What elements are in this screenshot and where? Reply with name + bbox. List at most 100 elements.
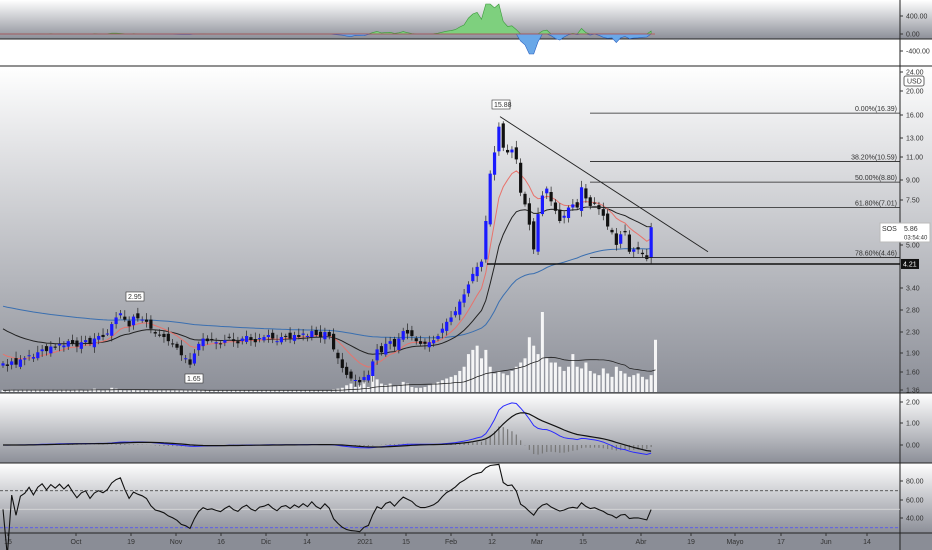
candle-body bbox=[632, 249, 636, 252]
volume-bar bbox=[92, 388, 96, 392]
volume-bar bbox=[406, 383, 410, 392]
candle-body bbox=[549, 192, 553, 202]
volume-bar bbox=[301, 390, 305, 392]
volume-bar bbox=[601, 368, 605, 392]
candle-body bbox=[197, 343, 201, 351]
candle-body bbox=[445, 321, 449, 331]
candle-body bbox=[275, 341, 279, 343]
candle-body bbox=[506, 149, 510, 153]
candle-body bbox=[405, 329, 410, 334]
volume-bar bbox=[540, 312, 544, 392]
volume-bar bbox=[432, 383, 436, 392]
volume-bar bbox=[175, 390, 179, 392]
volume-bar bbox=[497, 370, 501, 392]
candle-body bbox=[601, 209, 605, 216]
candle-body bbox=[510, 149, 514, 153]
ma-slow-line bbox=[2, 248, 652, 339]
volume-bar bbox=[414, 387, 418, 392]
volume-bar bbox=[388, 383, 392, 392]
candle-body bbox=[92, 338, 96, 348]
candle-body bbox=[149, 319, 153, 329]
x-tick-label: Jun bbox=[820, 539, 831, 546]
volume-bar bbox=[362, 381, 366, 392]
volume-bar bbox=[297, 390, 301, 392]
candle-body bbox=[545, 188, 549, 194]
volume-bar bbox=[36, 389, 40, 392]
volume-bar bbox=[66, 390, 70, 392]
rsi-panel-bg bbox=[0, 463, 932, 533]
x-tick-label: 16 bbox=[217, 539, 225, 546]
y-tick-label: 16.00 bbox=[906, 113, 924, 120]
volume-bar bbox=[75, 389, 79, 392]
candle-body bbox=[318, 331, 323, 338]
candle-body bbox=[458, 301, 462, 315]
candle-body bbox=[440, 328, 444, 333]
candle-body bbox=[623, 231, 627, 233]
candle-body bbox=[262, 337, 266, 341]
volume-bar bbox=[1, 390, 5, 392]
candle-body bbox=[392, 338, 397, 347]
candle-body bbox=[410, 330, 414, 337]
candle-body bbox=[571, 204, 575, 208]
candle-body bbox=[158, 334, 162, 336]
volume-bar bbox=[427, 385, 431, 392]
candle-body bbox=[49, 346, 53, 354]
volume-bar bbox=[271, 390, 275, 392]
volume-bar bbox=[58, 390, 62, 392]
candle-body bbox=[18, 359, 22, 367]
volume-bar bbox=[10, 389, 14, 392]
volume-bar bbox=[184, 390, 188, 392]
candle-body bbox=[231, 339, 236, 342]
volume-bar bbox=[158, 390, 162, 392]
volume-bar bbox=[49, 389, 53, 392]
volume-bar bbox=[40, 390, 44, 392]
volume-bar bbox=[610, 376, 614, 392]
volume-bar bbox=[532, 345, 536, 392]
candle-body bbox=[288, 332, 292, 339]
y-tick-label: 9.00 bbox=[906, 178, 920, 185]
rsi-y-tick-label: 80.00 bbox=[906, 479, 924, 486]
candle-body bbox=[566, 207, 571, 218]
candle-body bbox=[345, 366, 349, 375]
candle-body bbox=[305, 336, 310, 338]
y-tick-label: 2.80 bbox=[906, 308, 920, 315]
volume-bar bbox=[319, 390, 323, 392]
candle-body bbox=[79, 342, 83, 349]
volume-bar bbox=[349, 383, 353, 392]
volume-bar bbox=[471, 349, 475, 392]
candle-body bbox=[44, 346, 49, 352]
y-tick-label: 3.40 bbox=[906, 286, 920, 293]
candle-body bbox=[593, 202, 597, 204]
macd-y-tick-label: 2.00 bbox=[906, 400, 920, 407]
candle-body bbox=[192, 353, 196, 364]
candle-body bbox=[497, 126, 501, 152]
x-tick-label: Feb bbox=[445, 539, 457, 546]
volume-bar bbox=[253, 390, 257, 392]
candle-body bbox=[353, 380, 357, 382]
candle-body bbox=[397, 338, 401, 350]
y-tick-label: 1.90 bbox=[906, 351, 920, 358]
candle-body bbox=[414, 338, 418, 342]
candle-body bbox=[27, 355, 31, 357]
candle-body bbox=[371, 361, 375, 376]
volume-bar bbox=[493, 373, 497, 392]
volume-bar bbox=[436, 381, 440, 392]
time-axis[interactable] bbox=[0, 533, 932, 550]
candle-body bbox=[14, 358, 18, 365]
candle-body bbox=[484, 221, 488, 260]
volume-bar bbox=[654, 339, 657, 392]
candle-body bbox=[171, 343, 175, 345]
candle-body bbox=[284, 335, 288, 337]
candle-body bbox=[471, 273, 475, 282]
trendline bbox=[499, 116, 709, 253]
volume-bar bbox=[514, 366, 518, 392]
fib-level-label: 0.00%(16.39) bbox=[855, 106, 897, 113]
volume-bar bbox=[284, 390, 288, 392]
candle-body bbox=[23, 358, 27, 360]
volume-bar bbox=[205, 390, 209, 392]
volume-bar bbox=[562, 370, 566, 392]
volume-bar bbox=[588, 370, 592, 392]
volume-bar bbox=[484, 349, 488, 392]
volume-bar bbox=[619, 370, 623, 392]
